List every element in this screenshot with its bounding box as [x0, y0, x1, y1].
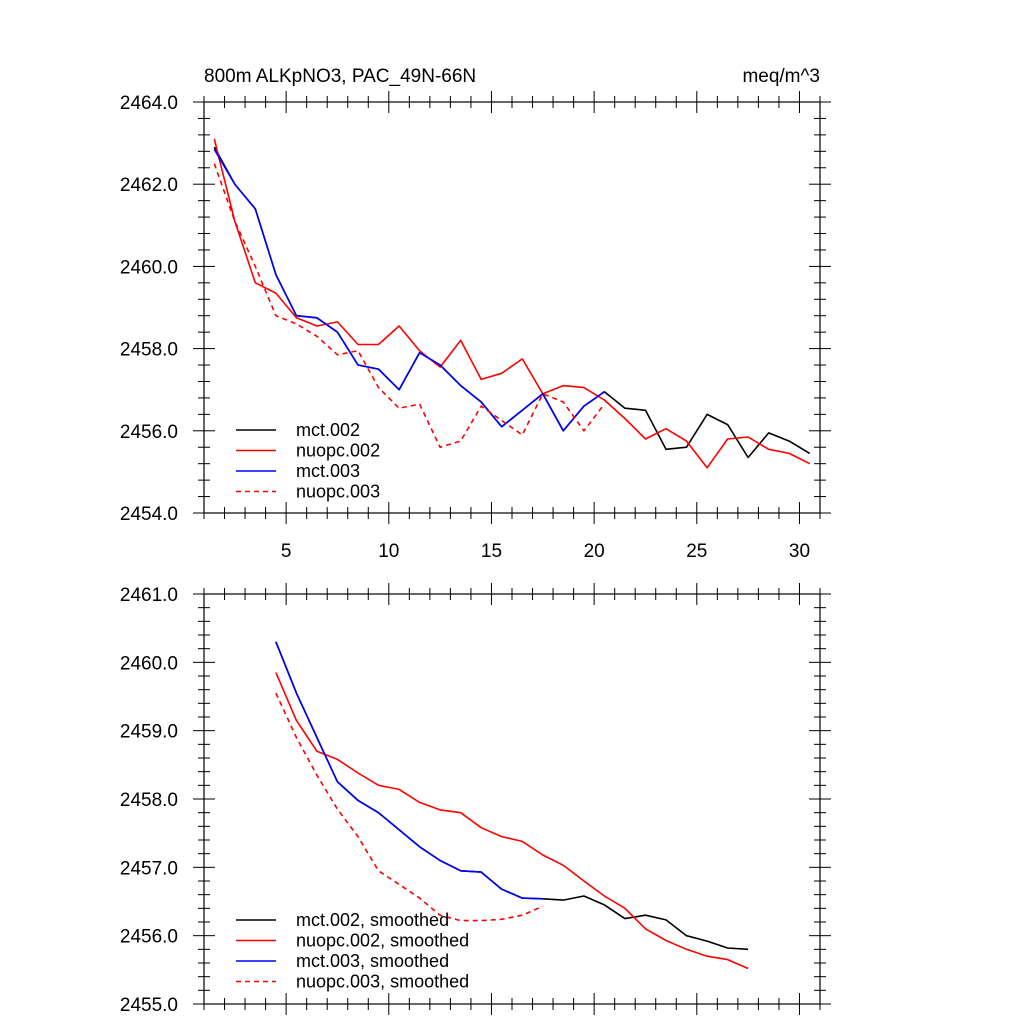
x-tick-label: 5 [281, 541, 292, 562]
y-tick-label: 2459.0 [120, 722, 178, 743]
y-tick-label: 2460.0 [120, 653, 178, 674]
legend-label: nuopc.003 [296, 482, 380, 502]
x-tick-label: 25 [686, 541, 707, 562]
x-tick-label: 20 [584, 541, 605, 562]
series-line-3 [213, 163, 606, 449]
legend-label: nuopc.002 [296, 441, 380, 461]
series-line-3 [275, 692, 544, 922]
y-tick-label: 2461.0 [120, 585, 178, 606]
top-panel: 800m ALKpNO3, PAC_49N-66N meq/m^3 5 10 15 2… [120, 66, 831, 562]
y-tick-label: 2462.0 [120, 175, 178, 196]
y-tick-label: 2456.0 [120, 927, 178, 948]
x-tick-label: 30 [789, 541, 810, 562]
series-line-0 [213, 146, 811, 459]
x-tick-label: 10 [378, 541, 399, 562]
legend-label: nuopc.002, smoothed [296, 931, 469, 951]
series-line-0 [275, 641, 749, 951]
legend-label: mct.003 [296, 461, 360, 481]
legend-label: mct.003, smoothed [296, 951, 449, 971]
y-tick-label: 2455.0 [120, 995, 178, 1016]
chart-title: 800m ALKpNO3, PAC_49N-66N [204, 66, 476, 87]
bottom-panel: 2455.0 2456.0 2457.0 2458.0 2459.0 2460.0 2461… [120, 583, 831, 1016]
series-line-2 [275, 641, 543, 900]
legend-label: mct.002 [296, 420, 360, 440]
y-tick-label: 2458.0 [120, 790, 178, 811]
y-tick-label: 2464.0 [120, 93, 178, 114]
units-label: meq/m^3 [742, 66, 820, 87]
series-line-1 [213, 138, 811, 469]
y-tick-label: 2456.0 [120, 422, 178, 443]
series-line-2 [213, 148, 605, 432]
y-tick-label: 2460.0 [120, 257, 178, 278]
y-tick-label: 2454.0 [120, 504, 178, 525]
y-tick-label: 2458.0 [120, 340, 178, 361]
series-line-1 [275, 672, 749, 970]
legend-label: nuopc.003, smoothed [296, 972, 469, 992]
y-tick-label: 2457.0 [120, 858, 178, 879]
legend-label: mct.002, smoothed [296, 910, 449, 930]
x-tick-label: 15 [481, 541, 502, 562]
